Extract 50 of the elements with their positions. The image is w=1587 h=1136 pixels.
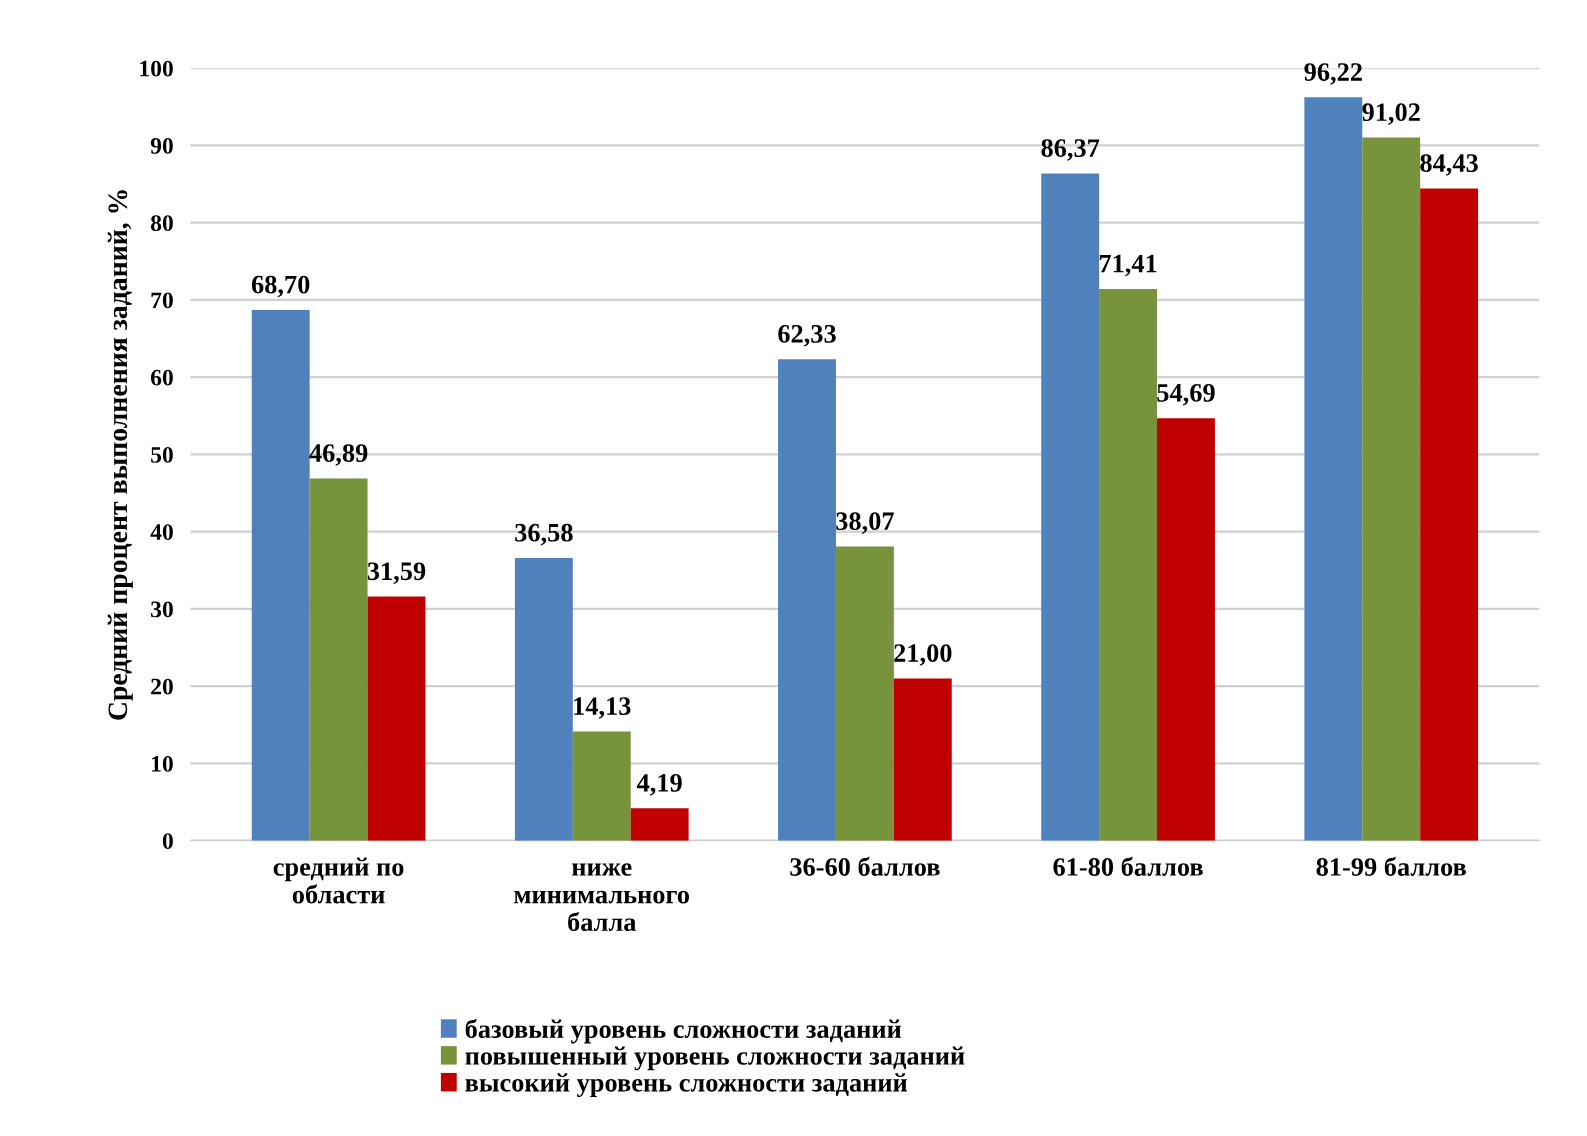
y-tick-label: 30	[151, 601, 173, 618]
bar	[1420, 188, 1479, 841]
bar	[1157, 418, 1215, 841]
x-tick-label: средний по области	[273, 857, 404, 904]
y-tick-label: 20	[151, 678, 173, 695]
data-label: 91,02	[1362, 103, 1420, 125]
x-tick-label: 81-99 баллов	[1316, 856, 1466, 876]
data-label: 96,22	[1304, 63, 1362, 85]
bar	[514, 558, 573, 841]
y-tick-label: 90	[150, 137, 173, 154]
data-label: 68,70	[251, 275, 310, 298]
bar	[835, 546, 894, 841]
data-label: 21,00	[894, 644, 952, 666]
data-label: 14,13	[574, 697, 631, 719]
legend-label: высокий уровень сложности заданий	[465, 1073, 908, 1098]
legend-label: повышенный уровень сложности заданий	[465, 1046, 965, 1071]
bar	[572, 731, 631, 841]
bar	[1304, 97, 1363, 841]
data-label: 38,07	[836, 512, 894, 534]
y-axis-title: Средний процент выполнения заданий, %	[107, 190, 133, 720]
legend-label: базовый уровень сложности заданий	[465, 1018, 902, 1044]
y-tick-label: 60	[150, 369, 173, 386]
data-label: 46,89	[309, 444, 368, 466]
x-tick-label: 36-60 баллов	[790, 856, 940, 876]
data-label: 31,59	[367, 562, 426, 584]
y-tick-label: 40	[150, 524, 173, 541]
data-label: 71,41	[1099, 254, 1157, 277]
data-label: 36,58	[515, 523, 573, 546]
y-tick-label: 80	[150, 215, 173, 232]
bar	[367, 596, 426, 841]
y-tick-label: 0	[162, 833, 173, 850]
bar	[309, 478, 368, 841]
bar	[778, 359, 836, 841]
y-tick-label: 10	[152, 755, 173, 772]
y-tick-label: 70	[151, 292, 173, 309]
bar	[1099, 289, 1158, 841]
data-label: 86,37	[1041, 139, 1100, 161]
x-tick-label: 61-80 баллов	[1053, 856, 1203, 876]
data-label: 54,69	[1157, 383, 1215, 406]
bar	[630, 808, 689, 841]
y-tick-label: 100	[140, 60, 173, 77]
bar	[1362, 137, 1421, 841]
data-label: 4,19	[636, 774, 682, 796]
bar	[1041, 173, 1100, 841]
data-label: 62,33	[778, 324, 836, 347]
bar	[251, 309, 310, 841]
x-tick-label: ниже минимального балла	[514, 863, 689, 932]
y-tick-label: 50	[151, 446, 173, 463]
data-label: 84,43	[1420, 154, 1478, 176]
bar	[893, 678, 952, 841]
